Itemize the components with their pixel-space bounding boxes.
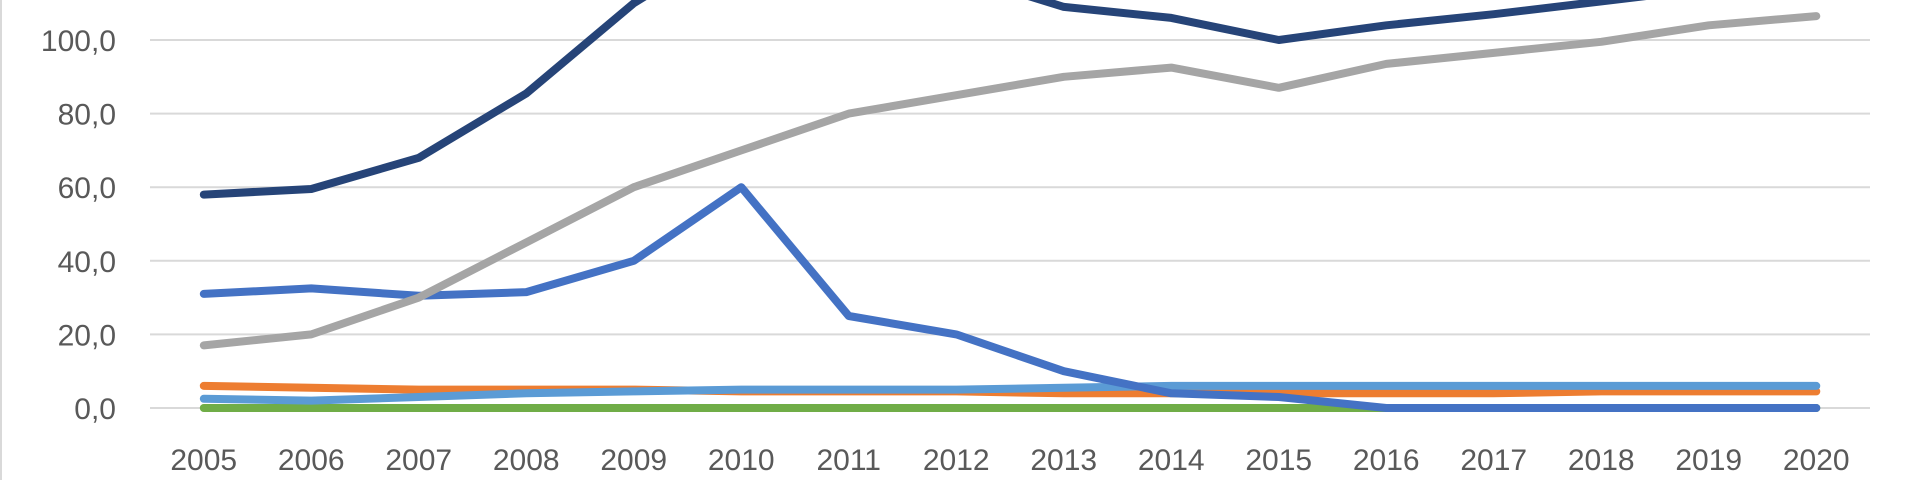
series-line-2	[199, 12, 1821, 350]
series-line-1	[199, 0, 1647, 199]
x-tick-label: 2017	[1460, 444, 1527, 477]
x-tick-label: 2014	[1138, 444, 1205, 477]
y-tick-label: 60,0	[58, 172, 116, 205]
x-tick-label: 2006	[278, 444, 345, 477]
series-line-5	[199, 381, 1821, 405]
y-tick-label: 80,0	[58, 99, 116, 132]
y-tick-label: 100,0	[41, 25, 116, 58]
x-axis-tick-labels: 2005 2006 2007 2008 2009 2010 2011 2012 2013 2014…	[170, 444, 1849, 477]
x-tick-label: 2013	[1030, 444, 1097, 477]
x-tick-label: 2012	[923, 444, 990, 477]
x-tick-label: 2016	[1353, 444, 1420, 477]
x-tick-label: 2011	[816, 444, 881, 477]
y-tick-label: 40,0	[58, 246, 116, 279]
y-tick-label: 0,0	[74, 393, 116, 426]
series-line-3	[199, 183, 1821, 412]
x-tick-label: 2015	[1245, 444, 1312, 477]
series-lines	[199, 0, 1821, 412]
x-tick-label: 2005	[170, 444, 237, 477]
y-tick-label: 20,0	[58, 319, 116, 352]
x-tick-label: 2009	[600, 444, 667, 477]
x-tick-label: 2010	[708, 444, 775, 477]
x-tick-label: 2020	[1783, 444, 1850, 477]
y-axis-tick-labels: 0,0 20,0 40,0 60,0 80,0 100,0	[41, 25, 116, 426]
x-tick-label: 2019	[1675, 444, 1742, 477]
x-tick-label: 2007	[385, 444, 452, 477]
x-tick-label: 2018	[1568, 444, 1635, 477]
x-tick-label: 2008	[493, 444, 560, 477]
